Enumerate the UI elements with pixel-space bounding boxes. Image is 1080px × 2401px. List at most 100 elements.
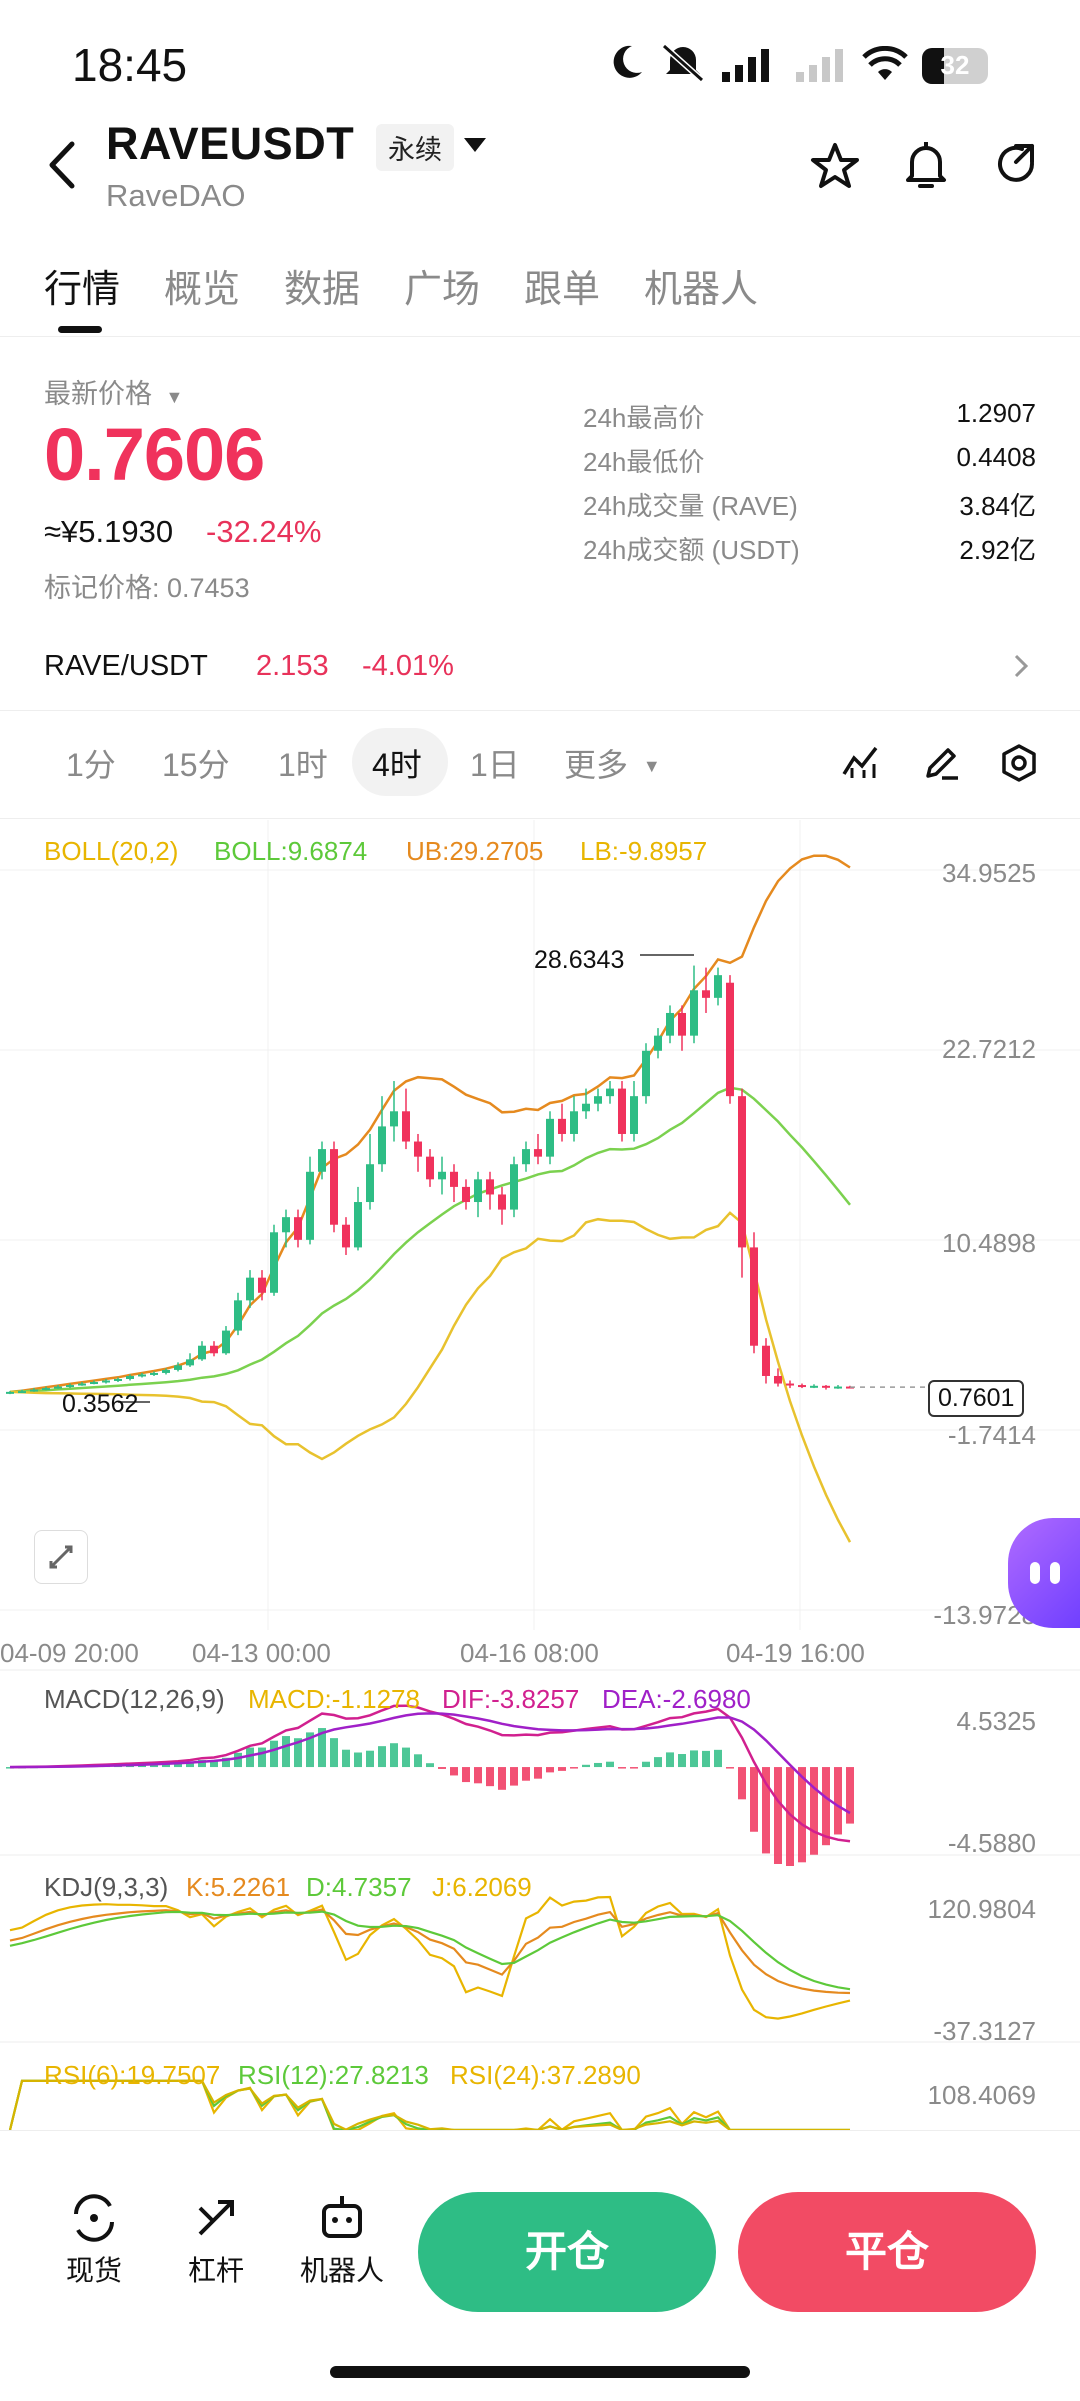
boll-lower-line [9, 1211, 852, 1543]
spot-change: -4.01% [362, 650, 454, 682]
macd-histogram-bar [666, 1752, 674, 1768]
tab-bot[interactable]: 机器人 [644, 269, 759, 311]
back-arrow-icon[interactable] [44, 140, 80, 190]
chevron-right-icon [1014, 654, 1029, 678]
candle-body [378, 1126, 386, 1165]
pair-dropdown-icon[interactable] [464, 138, 486, 154]
macd-histogram-bar [618, 1767, 626, 1769]
latest-price-selector[interactable]: 最新价格 ▼ [44, 372, 183, 411]
share-icon[interactable] [992, 140, 1040, 188]
candle-body [570, 1111, 578, 1134]
bot-button[interactable]: 机器人 [282, 2192, 402, 2289]
macd-legend-dea: DEA:-2.6980 [602, 1684, 751, 1714]
last-price-label: 0.7601 [928, 1380, 1025, 1417]
latest-price-label: 最新价格 [44, 379, 152, 409]
assistant-eye-icon [1050, 1562, 1060, 1584]
candle-body [462, 1186, 470, 1203]
star-icon[interactable] [810, 142, 860, 190]
draw-pencil-icon[interactable] [922, 744, 960, 782]
candle-body [810, 1385, 818, 1388]
candle-body [114, 1378, 122, 1381]
macd-dea-line [9, 1712, 851, 1815]
tab-square[interactable]: 广场 [404, 269, 481, 311]
active-tab-indicator [58, 326, 102, 333]
close-position-button[interactable]: 平仓 [738, 2192, 1036, 2312]
macd-histogram-bar [438, 1767, 446, 1769]
boll-legend-mid: BOLL:9.6874 [214, 836, 368, 866]
tab-bar [0, 250, 1080, 337]
timeframe-1h[interactable]: 1时 [278, 747, 328, 783]
macd-histogram-bar [306, 1732, 314, 1768]
macd-histogram-bar [342, 1749, 350, 1768]
high-annotation: 28.6343 [534, 946, 625, 974]
tab-data[interactable]: 数据 [284, 269, 361, 311]
candle-body [594, 1096, 602, 1104]
divider [0, 710, 1080, 711]
timeframe-15m[interactable]: 15分 [162, 747, 230, 783]
margin-button[interactable]: 杠杆 [156, 2192, 276, 2289]
spot-label: 现货 [65, 2255, 122, 2286]
macd-histogram-bar [582, 1764, 590, 1768]
assistant-float-button[interactable] [1008, 1518, 1080, 1628]
macd-histogram-bar [270, 1740, 278, 1768]
macd-histogram-bar [390, 1743, 398, 1768]
macd-histogram-bar [174, 1762, 182, 1768]
macd-histogram-bar [498, 1767, 506, 1790]
contract-type-badge[interactable]: 永续 [376, 124, 454, 171]
rsi-legend-6: RSI(6):19.7507 [44, 2060, 221, 2090]
macd-histogram-bar [834, 1767, 842, 1835]
candle-body [390, 1111, 398, 1127]
timeframe-1d[interactable]: 1日 [470, 747, 520, 783]
pair-title[interactable]: RAVEUSDT [106, 118, 355, 169]
candle-body [654, 1035, 662, 1051]
bell-mute-icon [661, 43, 705, 82]
tab-copy-trading[interactable]: 跟单 [524, 269, 601, 311]
settings-icon[interactable] [1000, 744, 1038, 784]
macd-histogram-bar [654, 1757, 662, 1768]
candle-body [18, 1391, 26, 1394]
tab-market[interactable]: 行情 [44, 269, 121, 311]
spot-button[interactable]: 现货 [34, 2192, 154, 2289]
spot-price: 2.153 [256, 650, 329, 682]
candle-body [726, 982, 734, 1097]
expand-chart-button[interactable] [34, 1530, 88, 1584]
project-name: RaveDAO [106, 178, 246, 213]
candle-body [174, 1365, 182, 1370]
open-position-button[interactable]: 开仓 [418, 2192, 716, 2312]
status-time: 18:45 [72, 39, 188, 91]
macd-histogram-bar [330, 1738, 338, 1768]
y-tick: -1.7414 [947, 1420, 1036, 1450]
macd-histogram-bar [450, 1767, 458, 1776]
candle-body [150, 1372, 158, 1375]
macd-histogram-bar [726, 1767, 734, 1769]
candle-body [630, 1096, 638, 1134]
candle-body [222, 1330, 230, 1354]
spot-icon [74, 2194, 114, 2242]
indicator-icon[interactable] [842, 744, 878, 780]
timeframe-4h[interactable]: 4时 [372, 747, 422, 783]
timeframe-more[interactable]: 更多 ▼ [564, 740, 661, 786]
macd-histogram-bar [402, 1747, 410, 1768]
candle-body [282, 1217, 290, 1233]
candle-body [690, 990, 698, 1036]
candle-body [426, 1156, 434, 1180]
alert-bell-icon[interactable] [902, 138, 950, 192]
macd-legend-dif: DIF:-3.8257 [442, 1684, 580, 1714]
macd-histogram-bar [378, 1746, 386, 1768]
last-price: 0.7606 [44, 413, 265, 496]
moon-icon [613, 45, 642, 78]
macd-histogram-bar [810, 1767, 818, 1855]
battery-icon: 32 [922, 48, 988, 84]
candle-body [354, 1202, 362, 1248]
macd-histogram-bar [234, 1752, 242, 1768]
tab-overview[interactable]: 概览 [164, 269, 241, 311]
macd-histogram-bar [474, 1767, 482, 1784]
kline-chart[interactable] [0, 820, 1080, 2150]
macd-histogram-bar [762, 1767, 770, 1854]
candle-body [246, 1277, 254, 1301]
candle-body [474, 1179, 482, 1203]
spot-pair-row[interactable]: RAVE/USDT 2.153 -4.01% [0, 620, 1080, 710]
candle-body [186, 1359, 194, 1366]
macd-histogram-bar [486, 1767, 494, 1787]
timeframe-1m[interactable]: 1分 [66, 747, 116, 783]
